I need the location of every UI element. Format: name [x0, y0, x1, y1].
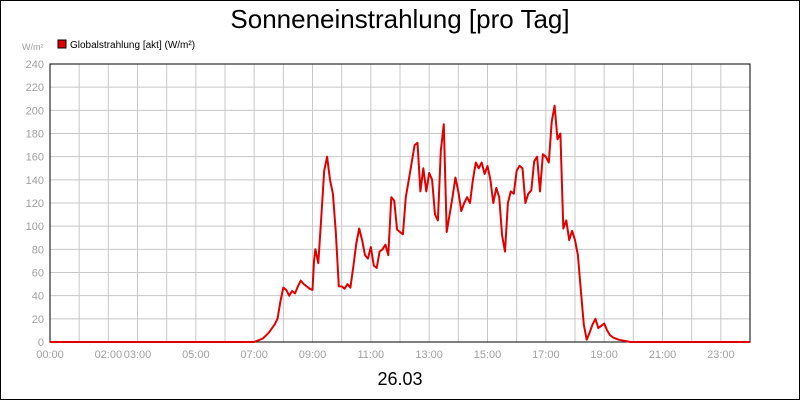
y-tick-label: 180: [26, 129, 44, 141]
y-tick-label: 140: [26, 175, 44, 187]
legend-swatch: [57, 39, 67, 49]
x-tick-label: 19:00: [590, 349, 618, 361]
y-tick-label: 220: [26, 82, 44, 94]
y-tick-labels: 0 20 40 60 80 100 120 140 160 180 200 220 240: [26, 59, 44, 349]
x-tick-label: 02:00: [95, 349, 123, 361]
x-tick-labels: 00:00 02:00 03:00 05:00 07:00 09:00 11:00 13:00…: [36, 349, 734, 361]
x-tick-label: 17:00: [532, 349, 560, 361]
y-tick-label: 80: [32, 244, 44, 256]
grid-lines: [50, 64, 750, 342]
x-tick-label: 13:00: [415, 349, 443, 361]
x-tick-label: 07:00: [240, 349, 268, 361]
x-tick-label: 00:00: [36, 349, 64, 361]
x-tick-label: 11:00: [357, 349, 384, 361]
chart-title: Sonneneinstrahlung [pro Tag]: [230, 4, 569, 34]
y-tick-label: 0: [38, 337, 44, 349]
x-tick-label: 15:00: [474, 349, 502, 361]
x-tick-label: 03:00: [124, 349, 152, 361]
y-tick-label: 20: [32, 314, 44, 326]
y-tick-label: 120: [26, 198, 44, 210]
y-tick-label: 160: [26, 152, 44, 164]
y-tick-label: 240: [26, 59, 44, 71]
x-tick-label: 09:00: [299, 349, 327, 361]
y-tick-label: 200: [26, 105, 44, 117]
legend: Globalstrahlung [akt] (W/m²): [57, 39, 195, 51]
y-tick-label: 60: [32, 268, 44, 280]
plot-area: [49, 63, 751, 343]
series-line-globalstrahlung: [50, 104, 750, 343]
x-tick-label: 23:00: [707, 349, 735, 361]
legend-label: Globalstrahlung [akt] (W/m²): [70, 40, 195, 51]
y-tick-label: 40: [32, 291, 44, 303]
y-tick-label: 100: [26, 221, 44, 233]
x-tick-label: 21:00: [649, 349, 677, 361]
y-axis-unit: W/m²: [22, 42, 44, 52]
date-label: 26.03: [377, 369, 422, 389]
x-tick-label: 05:00: [182, 349, 210, 361]
